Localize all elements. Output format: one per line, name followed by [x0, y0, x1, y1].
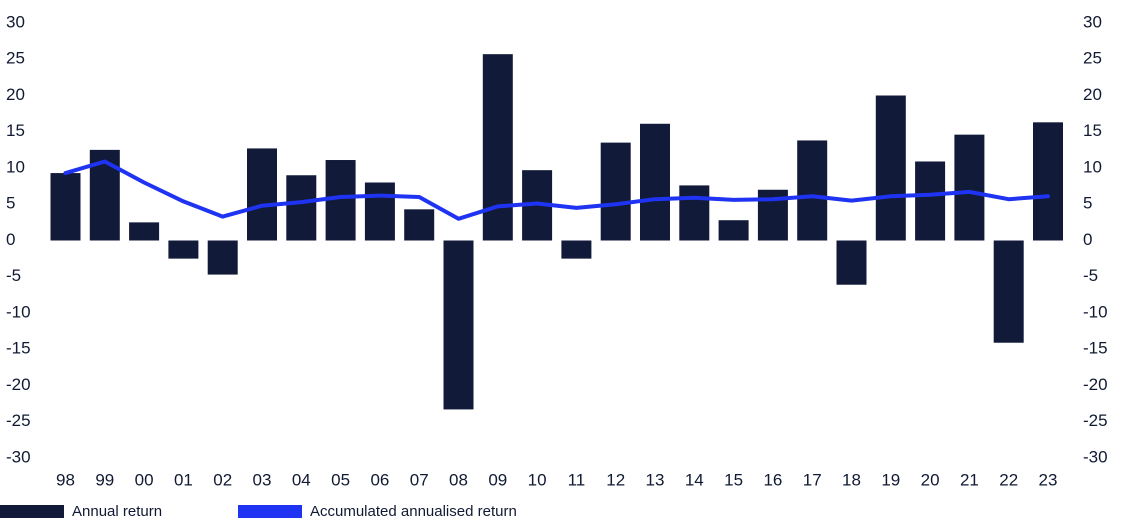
right-y-tick-label: -10 [1083, 302, 1108, 321]
x-tick-label: 20 [921, 470, 940, 489]
left-y-tick-label: -25 [6, 411, 31, 430]
right-y-tick-label: 30 [1083, 12, 1102, 31]
x-axis-ticks: 98 99 00 01 02 03 04 05 06 07 08 09 10 11 12 13 14 15 16 17… [56, 470, 1057, 489]
bar-annual-return-20 [915, 161, 946, 241]
bar-annual-return-04 [286, 175, 317, 241]
x-tick-label: 17 [803, 470, 822, 489]
legend-item-accumulated-return: Accumulated annualised return [238, 503, 517, 520]
left-y-tick-label: -30 [6, 447, 31, 466]
bar-annual-return-14 [679, 185, 710, 241]
legend-item-annual-return: Annual return [0, 503, 162, 520]
annual-return-bars [50, 54, 1063, 410]
x-tick-label: 22 [999, 470, 1018, 489]
x-tick-label: 07 [410, 470, 429, 489]
legend-label-accumulated-return: Accumulated annualised return [310, 503, 517, 520]
x-tick-label: 16 [763, 470, 782, 489]
right-y-tick-label: 20 [1083, 85, 1102, 104]
left-y-tick-label: -20 [6, 375, 31, 394]
bar-annual-return-12 [600, 142, 631, 241]
left-y-axis: 30 25 20 15 10 5 0 -5 -10 -15 -20 -25 -30 [6, 12, 31, 466]
bar-annual-return-01 [168, 240, 199, 259]
x-tick-label: 23 [1039, 470, 1058, 489]
bar-annual-return-17 [797, 140, 828, 241]
right-y-tick-label: 10 [1083, 157, 1102, 176]
left-y-tick-label: 0 [6, 230, 15, 249]
x-tick-label: 12 [606, 470, 625, 489]
x-tick-label: 04 [292, 470, 311, 489]
x-tick-label: 09 [488, 470, 507, 489]
right-y-tick-label: 15 [1083, 121, 1102, 140]
left-y-tick-label: 5 [6, 194, 15, 213]
right-y-tick-label: -20 [1083, 375, 1108, 394]
x-tick-label: 14 [685, 470, 704, 489]
bar-annual-return-02 [207, 240, 238, 275]
left-y-tick-label: 10 [6, 157, 25, 176]
right-y-axis: 30 25 20 15 10 5 0 -5 -10 -15 -20 -25 -30 [1083, 12, 1108, 466]
bar-annual-return-11 [561, 240, 592, 259]
x-tick-label: 08 [449, 470, 468, 489]
left-y-tick-label: -10 [6, 302, 31, 321]
x-tick-label: 15 [724, 470, 743, 489]
bar-annual-return-00 [129, 222, 160, 241]
bar-annual-return-09 [482, 54, 513, 241]
right-y-tick-label: -15 [1083, 339, 1108, 358]
x-tick-label: 11 [568, 470, 586, 489]
right-y-tick-label: 25 [1083, 49, 1102, 68]
x-tick-label: 99 [95, 470, 114, 489]
x-tick-label: 02 [213, 470, 232, 489]
x-tick-label: 00 [135, 470, 154, 489]
x-tick-label: 98 [56, 470, 75, 489]
x-tick-label: 13 [646, 470, 665, 489]
bar-annual-return-98 [50, 173, 81, 241]
legend-label-annual-return: Annual return [72, 503, 163, 520]
bar-annual-return-18 [836, 240, 867, 285]
right-y-tick-label: 5 [1083, 194, 1092, 213]
bar-annual-return-07 [404, 209, 435, 241]
right-y-tick-label: 0 [1083, 230, 1092, 249]
right-y-tick-label: -30 [1083, 447, 1108, 466]
x-tick-label: 18 [842, 470, 861, 489]
x-tick-label: 03 [253, 470, 272, 489]
bar-annual-return-03 [247, 148, 277, 241]
x-tick-label: 01 [174, 470, 193, 489]
left-y-tick-label: 30 [6, 12, 25, 31]
legend-swatch-annual-return [0, 505, 64, 518]
bar-annual-return-06 [364, 182, 395, 241]
x-tick-label: 19 [881, 470, 900, 489]
x-tick-label: 06 [370, 470, 389, 489]
bar-annual-return-19 [875, 95, 906, 241]
right-y-tick-label: -25 [1083, 411, 1108, 430]
bar-annual-return-08 [443, 240, 474, 410]
accumulated-return-line [63, 159, 1050, 221]
legend: Annual return Accumulated annualised ret… [0, 503, 1142, 525]
bar-annual-return-21 [954, 134, 985, 241]
right-y-tick-label: -5 [1083, 266, 1098, 285]
x-tick-label: 10 [528, 470, 547, 489]
x-tick-label: 21 [960, 470, 979, 489]
bar-annual-return-15 [718, 220, 749, 241]
legend-swatch-accumulated-return [238, 505, 302, 518]
x-tick-label: 05 [331, 470, 350, 489]
left-y-tick-label: 20 [6, 85, 25, 104]
left-y-tick-label: 25 [6, 49, 25, 68]
bar-annual-return-23 [1033, 122, 1063, 241]
left-y-tick-label: -15 [6, 339, 31, 358]
annual-return-chart: 30 25 20 15 10 5 0 -5 -10 -15 -20 -25 -30 30 25 20 15 10… [6, 12, 1108, 489]
bar-annual-return-22 [993, 240, 1024, 343]
left-y-tick-label: -5 [6, 266, 21, 285]
left-y-tick-label: 15 [6, 121, 25, 140]
bar-annual-return-13 [640, 123, 670, 241]
